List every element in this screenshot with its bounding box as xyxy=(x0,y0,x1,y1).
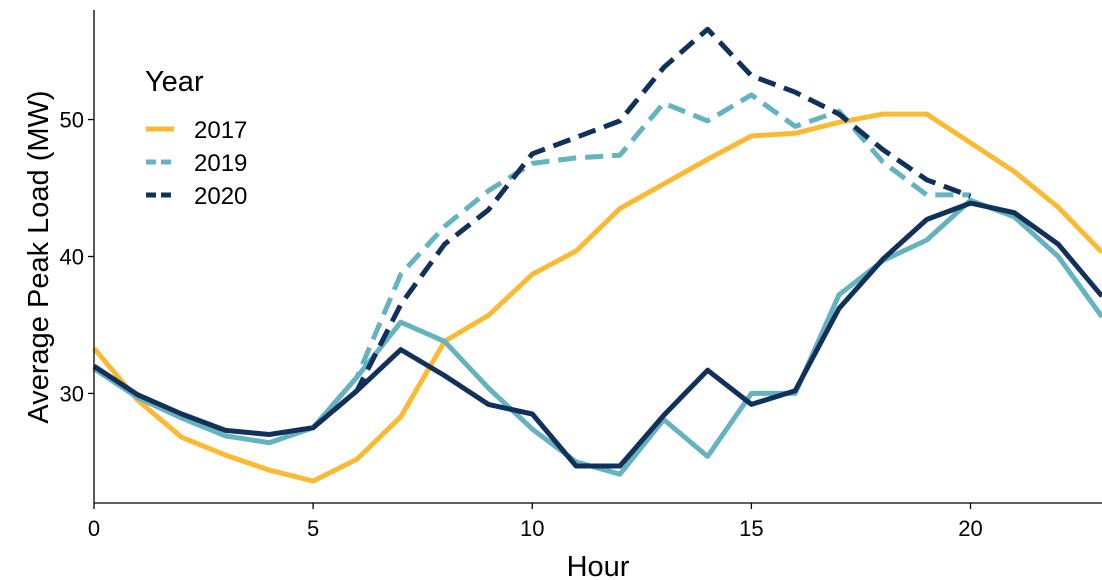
legend-label-2017: 2017 xyxy=(194,117,247,144)
x-tick-label: 0 xyxy=(88,516,100,541)
y-tick-label: 30 xyxy=(60,381,84,406)
x-axis-ticks: 0 5 10 15 20 xyxy=(88,503,983,541)
x-tick-label: 15 xyxy=(739,516,763,541)
plot-area xyxy=(92,26,1102,484)
x-tick-label: 20 xyxy=(958,516,982,541)
series-line-2019-dashed xyxy=(311,92,971,430)
series-line-2017-solid xyxy=(92,111,1102,484)
x-tick-label: 10 xyxy=(520,516,544,541)
y-axis-ticks: 30 40 50 xyxy=(60,108,94,406)
y-tick-label: 40 xyxy=(60,245,84,270)
series-line-2020-dashed xyxy=(311,26,972,430)
y-tick-label: 50 xyxy=(60,108,84,133)
legend-label-2020: 2020 xyxy=(194,183,247,210)
series-line-2020-solid xyxy=(92,200,1102,469)
legend-title: Year xyxy=(145,66,204,98)
x-axis-title: Hour xyxy=(567,551,630,580)
legend: Year 2017 2019 2020 xyxy=(145,66,247,210)
x-tick-label: 5 xyxy=(307,516,319,541)
y-axis-title: Average Peak Load (MW) xyxy=(23,90,55,423)
legend-label-2019: 2019 xyxy=(194,150,247,177)
